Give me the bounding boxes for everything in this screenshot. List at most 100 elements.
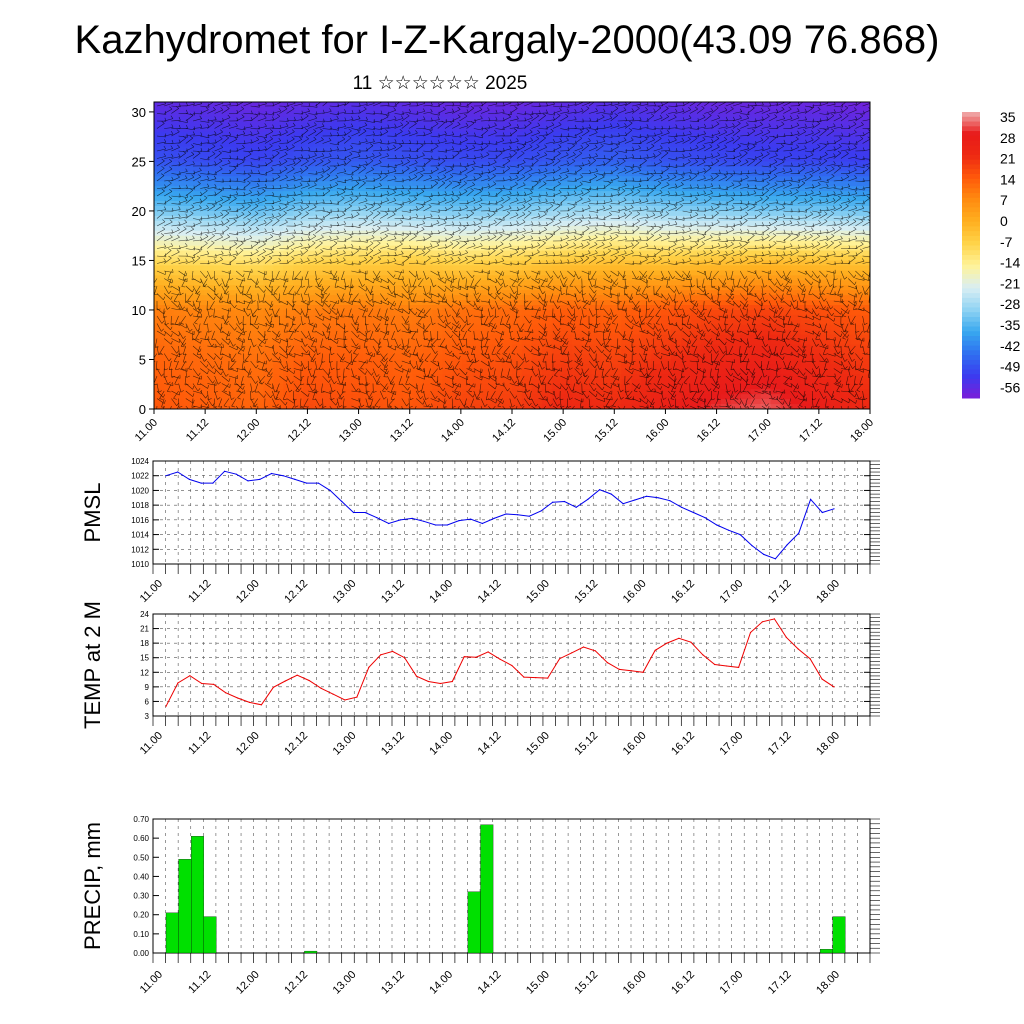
heatmap-cell (203, 319, 215, 326)
heatmap-cell (601, 255, 613, 262)
heatmap-cell (243, 151, 255, 158)
heatmap-cell (432, 131, 443, 138)
wind-barb (336, 112, 346, 114)
heatmap-cell (213, 245, 225, 252)
heatmap-cell (571, 136, 583, 143)
heatmap-cell (193, 210, 205, 217)
heatmap-cell (392, 339, 404, 346)
heatmap-cell (681, 305, 692, 311)
heatmap-cell (432, 245, 443, 252)
heatmap-cell (571, 220, 583, 227)
heatmap-cell (850, 295, 861, 301)
heatmap-cell (293, 255, 304, 262)
heatmap-cell (531, 369, 543, 375)
heatmap-cell (740, 156, 752, 163)
heatmap-cell (492, 102, 503, 108)
heatmap-cell (313, 240, 324, 247)
wind-barb-flag (254, 113, 259, 117)
heatmap-cell (432, 339, 443, 346)
heatmap-cell (730, 300, 742, 306)
heatmap-cell (392, 305, 404, 311)
heatmap-cell (223, 369, 235, 375)
heatmap-cell (681, 186, 692, 192)
wind-barb (207, 102, 214, 107)
heatmap-cell (193, 191, 205, 197)
heatmap-cell (700, 290, 712, 296)
wind-barb-flag (363, 106, 367, 110)
heatmap-cell (432, 126, 443, 133)
heatmap-cell (482, 215, 493, 222)
heatmap-cell (313, 102, 324, 108)
heatmap-cell (551, 285, 563, 291)
heatmap-cell (521, 314, 533, 321)
heatmap-cell (183, 210, 195, 217)
heatmap-cell (571, 250, 583, 257)
heatmap-cell (333, 186, 344, 192)
heatmap-cell (313, 300, 324, 306)
heatmap-cell (800, 359, 811, 366)
heatmap-cell (203, 329, 215, 336)
heatmap-cell (551, 329, 563, 336)
wind-barb (675, 111, 685, 114)
heatmap-cell (581, 374, 593, 380)
heatmap-cell (531, 136, 543, 143)
heatmap-cell (860, 319, 870, 326)
heatmap-cell (860, 235, 870, 242)
heatmap-cell (601, 136, 613, 143)
heatmap-cell (253, 151, 264, 158)
heatmap-cell (193, 225, 205, 232)
heatmap-cell (342, 265, 354, 271)
heatmap-cell (641, 344, 652, 351)
heatmap-cell (790, 106, 801, 113)
heatmap-cell (293, 141, 304, 148)
heatmap-cell (661, 265, 672, 271)
heatmap-cell (840, 404, 851, 409)
heatmap-cell (512, 225, 523, 232)
heatmap-cell (611, 295, 622, 301)
heatmap-cell (233, 111, 245, 118)
heatmap-cell (541, 146, 553, 153)
heatmap-cell (253, 210, 264, 217)
heatmap-cell (422, 220, 434, 227)
wind-barb-flag (445, 119, 447, 123)
heatmap-cell (402, 196, 414, 202)
heatmap-cell (720, 265, 732, 271)
heatmap-cell (551, 359, 563, 366)
heatmap-cell (482, 309, 493, 316)
heatmap-cell (263, 324, 274, 331)
heatmap-cell (482, 369, 493, 375)
heatmap-cell (173, 126, 185, 133)
heatmap-cell (681, 324, 692, 331)
wind-barb-flag (481, 102, 484, 106)
heatmap-cell (541, 141, 553, 148)
heatmap-cell (402, 136, 414, 143)
wind-barb (423, 104, 433, 107)
heatmap-cell (442, 324, 453, 331)
heatmap-cell (531, 354, 543, 361)
heatmap-cell (352, 265, 364, 271)
heatmap-cell (780, 379, 792, 385)
heatmap-cell (293, 324, 304, 331)
heatmap-cell (193, 384, 205, 390)
heatmap-cell (432, 196, 443, 202)
heatmap-cell (243, 270, 255, 276)
heatmap-cell (710, 210, 722, 217)
heatmap-cell (681, 255, 692, 262)
heatmap-cell (402, 379, 414, 385)
heatmap-cell (233, 379, 245, 385)
heatmap-cell (621, 305, 632, 311)
heatmap-cell (154, 280, 165, 286)
heatmap-cell (283, 235, 294, 242)
heatmap-cell (641, 339, 652, 346)
heatmap-cell (561, 255, 573, 262)
heatmap-cell (631, 394, 642, 400)
heatmap-cell (601, 171, 613, 177)
heatmap-cell (313, 245, 324, 252)
heatmap-cell (452, 156, 463, 163)
heatmap-cell (621, 136, 632, 143)
heatmap-cell (412, 136, 424, 143)
wind-barb-flag (557, 113, 561, 116)
heatmap-cell (233, 255, 245, 262)
heatmap-cell (412, 349, 424, 356)
heatmap-cell (163, 210, 175, 217)
